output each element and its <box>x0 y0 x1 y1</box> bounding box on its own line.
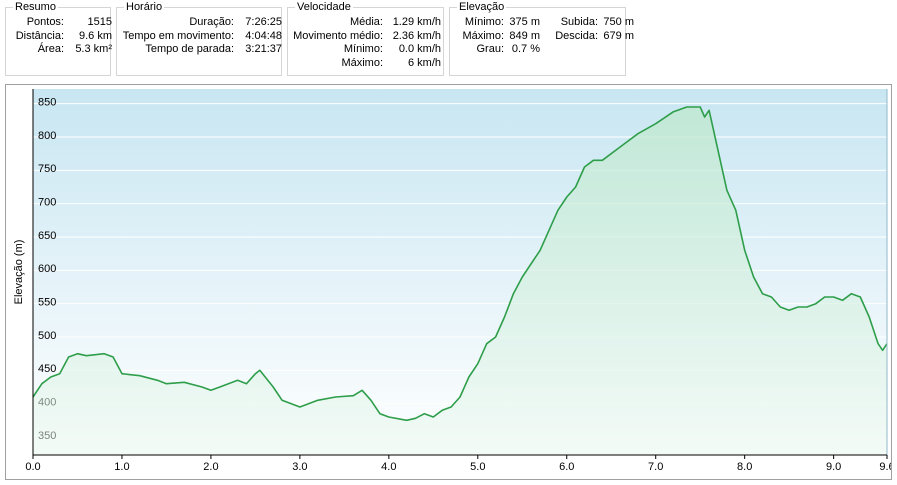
stat-value: 3:21:37 <box>245 43 282 55</box>
stat-value: 0.7 % <box>511 43 540 55</box>
x-tick-label: 9.6 <box>879 461 891 473</box>
stats-panel: Elevação Mínimo: 375 m Subida: 750 m Máximo: 8… <box>449 0 634 76</box>
stat-value: 750 m <box>603 16 634 28</box>
stat-label: Descida: <box>555 29 598 42</box>
y-tick-label: 600 <box>38 263 56 275</box>
x-tick-label: 7.0 <box>648 461 663 473</box>
stat-value: 4:04:48 <box>245 29 282 42</box>
panel-grid: Mínimo: 375 m Subida: 750 m Máximo: 849 m Desc… <box>452 16 634 57</box>
x-tick-label: 1.0 <box>114 461 129 473</box>
stat-value: 849 m <box>509 29 540 42</box>
stat-label: Tempo de parada: <box>145 43 234 55</box>
stat-value: 7:26:25 <box>245 16 282 28</box>
empty-cell <box>544 43 598 57</box>
stat-value: 679 m <box>603 29 634 42</box>
stat-value: 375 m <box>509 16 540 28</box>
y-tick-label: 800 <box>38 130 56 142</box>
stat-value: 0.0 km/h <box>398 43 441 55</box>
stat-value: 2.36 km/h <box>392 29 441 42</box>
chart-frame: Elevação (m) 350400450500550600650700750… <box>5 84 895 480</box>
x-tick-label: 5.0 <box>470 461 485 473</box>
x-tick-label: 2.0 <box>203 461 218 473</box>
elevation-line <box>32 106 888 422</box>
stat-label: Grau: <box>476 43 504 55</box>
stat-label: Mínimo: <box>343 43 383 55</box>
stat-value: 9.6 km <box>78 29 112 42</box>
x-tick-label: 6.0 <box>559 461 574 473</box>
panel-title: Horário <box>124 0 165 14</box>
x-tick-label: 0.0 <box>25 461 40 473</box>
stat-label: Máximo: <box>341 56 383 69</box>
stats-panel: Resumo Pontos: 1515 Distância: 9.6 km Área: 5.… <box>5 0 112 76</box>
panel-grid: Pontos: 1515 Distância: 9.6 km Área: 5.3 km² <box>8 16 112 57</box>
panel-title: Elevação <box>457 0 507 14</box>
chart: Elevação (m) 350400450500550600650700750… <box>13 89 895 473</box>
x-tick-label: 9.0 <box>826 461 841 473</box>
stat-value: 1515 <box>87 16 112 28</box>
panel-title: Velocidade <box>295 0 353 14</box>
x-tick-label: 3.0 <box>292 461 307 473</box>
stat-label: Mínimo: <box>464 16 504 28</box>
stat-value: 1.29 km/h <box>392 16 441 28</box>
stat-value: 6 km/h <box>407 56 441 69</box>
stat-label: Distância: <box>15 29 64 42</box>
stat-label: Pontos: <box>26 16 64 28</box>
y-tick-label: 500 <box>38 330 56 342</box>
y-tick-label: 450 <box>38 363 56 375</box>
stat-value: 5.3 km² <box>75 43 112 55</box>
stat-label: Área: <box>37 43 64 55</box>
panel-grid: Média: 1.29 km/h Movimento médio: 2.36 km/h… <box>290 16 441 70</box>
panel-title: Resumo <box>13 0 58 14</box>
area-fill <box>33 107 887 455</box>
y-tick-label: 550 <box>38 297 56 309</box>
stat-label: Máximo: <box>462 29 504 42</box>
y-tick-label: 650 <box>38 230 56 242</box>
stat-label: Duração: <box>189 16 234 28</box>
x-tick-label: 4.0 <box>381 461 396 473</box>
stats-panel: Velocidade Média: 1.29 km/h Movimento médio… <box>287 0 444 76</box>
y-tick-label: 750 <box>38 163 56 175</box>
stat-label: Subida: <box>560 16 598 28</box>
stat-label: Movimento médio: <box>293 29 383 42</box>
y-tick-label: 850 <box>38 97 56 109</box>
y-axis-label: Elevação (m) <box>13 240 25 305</box>
panel-grid: Duração: 7:26:25 Tempo em movimento: 4:04:4… <box>119 16 282 57</box>
stat-label: Média: <box>349 16 383 28</box>
empty-cell <box>602 43 634 57</box>
stats-panel: Horário Duração: 7:26:25 Tempo em movimento… <box>116 0 282 76</box>
y-tick-label: 700 <box>38 197 56 209</box>
x-tick-label: 8.0 <box>737 461 752 473</box>
stat-label: Tempo em movimento: <box>122 29 234 42</box>
